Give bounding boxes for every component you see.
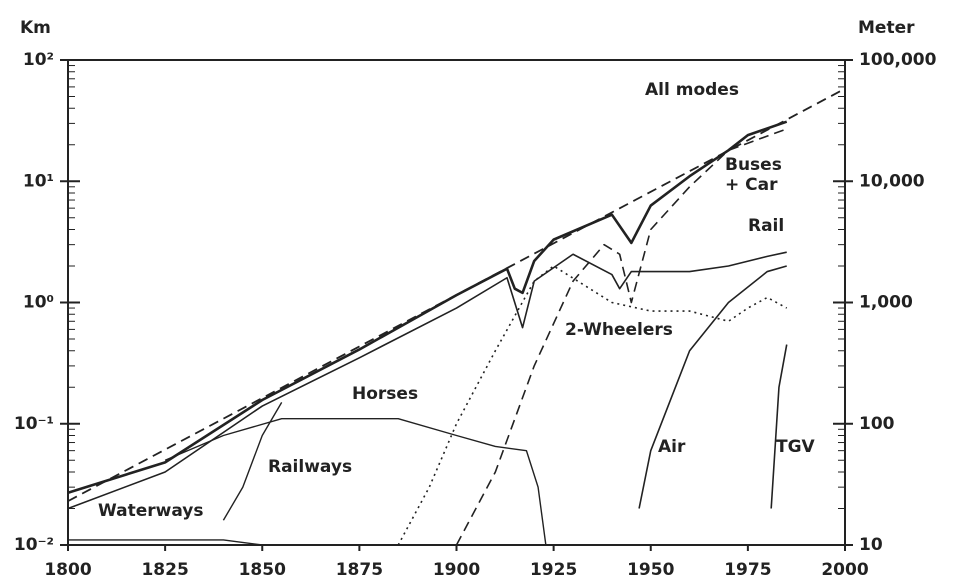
x-tick-label: 1900 [433,560,480,580]
x-tick-label: 1875 [336,560,383,580]
x-tick-label: 1975 [724,560,771,580]
x-tick-label: 1925 [530,560,577,580]
y-tick-label: 10⁻² [14,535,54,555]
x-tick-label: 1850 [239,560,286,580]
line [638,265,787,509]
line [164,418,547,546]
series-label: Air [658,437,686,457]
series-label: Waterways [98,501,204,521]
x-tick-label: 2000 [821,560,868,580]
x-tick-label: 1800 [44,560,91,580]
x-tick-label: 1825 [141,560,188,580]
series-label: Buses + Car [725,155,782,195]
y-tick-label: 10² [23,50,54,70]
series-label: TGV [776,437,815,457]
line [222,402,283,521]
y-axis-label: Km [20,18,51,38]
line [67,251,787,510]
y-tick-label: 10⁰ [23,293,54,313]
y2-tick-label: 10,000 [859,171,925,191]
series-label: Horses [352,384,419,404]
y2-tick-label: 100,000 [859,50,937,70]
series-label: Railways [268,457,353,477]
line [67,120,788,494]
series-label: Rail [748,216,785,236]
x-tick-label: 1950 [627,560,674,580]
line [770,344,788,509]
y-tick-label: 10¹ [23,171,54,191]
line [67,87,846,502]
y2-tick-label: 1,000 [859,293,913,313]
line [455,128,788,546]
line [397,265,788,546]
series-label: All modes [645,80,739,100]
line [68,539,263,546]
y2-axis-label: Meter [858,18,915,38]
y2-tick-label: 100 [859,414,895,434]
y2-tick-label: 10 [859,535,883,555]
series-label: 2-Wheelers [565,320,673,340]
y-tick-label: 10⁻¹ [14,414,54,434]
